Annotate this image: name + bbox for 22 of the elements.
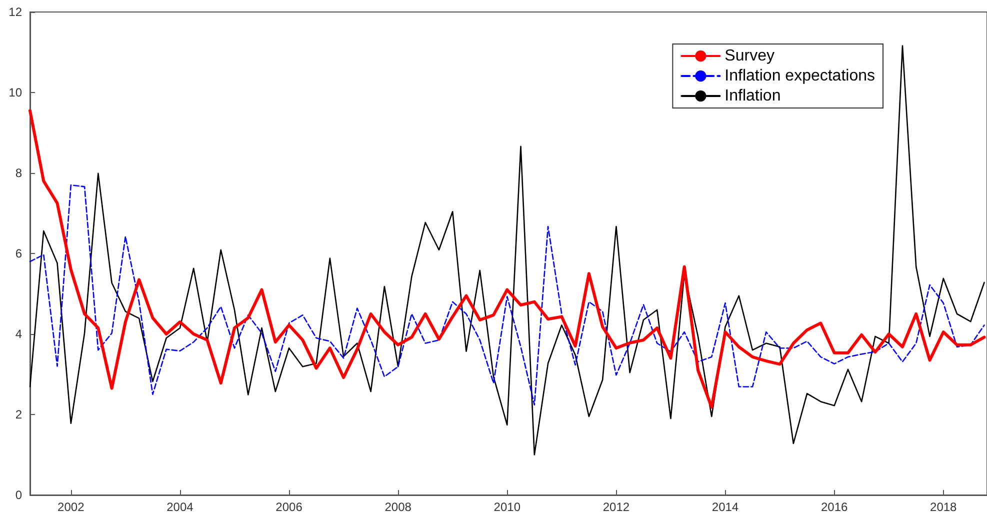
legend-label: Inflation expectations <box>724 68 876 84</box>
x-tick-label: 2010 <box>494 500 521 514</box>
y-tick-label: 8 <box>15 166 22 180</box>
y-tick-label: 2 <box>15 408 22 422</box>
x-tick-label: 2014 <box>712 500 739 514</box>
x-tick-label: 2006 <box>276 500 303 514</box>
y-tick-label: 4 <box>15 327 22 341</box>
legend-label: Survey <box>724 48 774 64</box>
x-tick-label: 2012 <box>602 500 630 514</box>
y-tick-label: 0 <box>15 488 22 502</box>
legend-label: Inflation <box>724 88 781 104</box>
x-tick-label: 2016 <box>820 500 848 514</box>
line-series <box>29 184 985 406</box>
x-tick-label: 2008 <box>384 500 412 514</box>
x-tick-label: 2002 <box>58 500 85 514</box>
x-tick-label: 2004 <box>166 500 194 514</box>
y-tick-label: 12 <box>8 5 22 19</box>
x-tick-label: 2018 <box>930 500 958 514</box>
y-tick-label: 6 <box>15 246 22 260</box>
line-series <box>28 109 986 409</box>
y-tick-label: 10 <box>8 86 22 100</box>
line-series <box>29 45 985 456</box>
